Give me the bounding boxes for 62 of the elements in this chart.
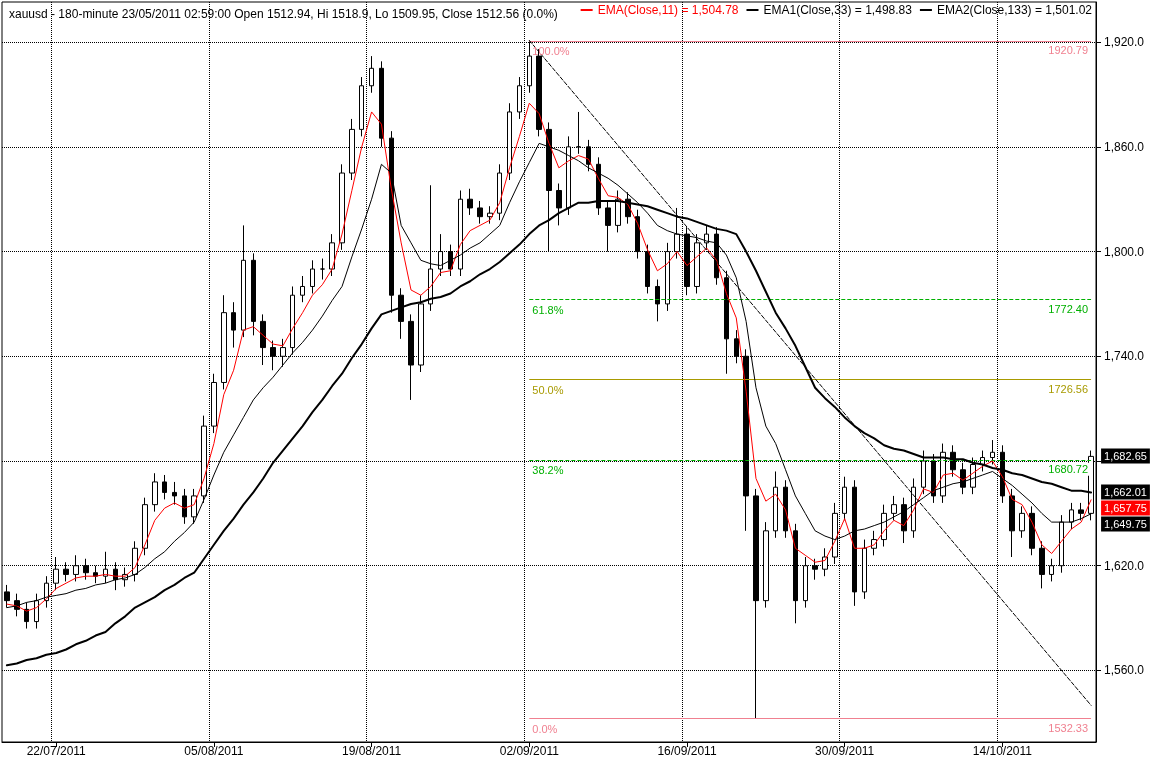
candlestick: [142, 497, 148, 556]
y-tick-label: 1,740.0: [1104, 349, 1145, 364]
x-tick-label: 19/08/2011: [342, 744, 402, 758]
candlestick: [990, 439, 995, 465]
annotation: 38.2%: [532, 464, 564, 477]
candlestick: [1069, 502, 1074, 530]
x-tick-label: 22/07/2011: [26, 744, 87, 758]
candlestick: [517, 76, 522, 120]
candlestick: [310, 259, 315, 294]
candlestick: [359, 76, 364, 137]
candlestick: [1019, 505, 1025, 539]
candlestick: [93, 565, 98, 584]
candlestick: [320, 258, 325, 280]
candlestick: [369, 55, 374, 94]
candlestick: [1078, 502, 1084, 521]
legend-label: EMA2(Close,133) = 1,501.02: [936, 3, 1093, 17]
candlestick: [172, 481, 177, 506]
data-label: 1,657.75: [1104, 501, 1147, 514]
y-tick-label: 1,560.0: [1104, 663, 1145, 678]
y-tick-label: 1,920.0: [1104, 35, 1145, 50]
annotation: 50.0%: [532, 384, 564, 397]
candlestick: [231, 301, 236, 349]
candlestick: [1009, 488, 1015, 558]
candlestick: [152, 472, 158, 513]
candlestick: [842, 476, 847, 521]
text: 1,682.65: [1104, 449, 1147, 462]
candlestick: [398, 287, 404, 340]
candlestick: [477, 200, 483, 225]
candlestick: [162, 474, 167, 500]
x-tick-label: 16/09/2011: [657, 744, 717, 758]
y-tick-label: 1,800.0: [1104, 244, 1145, 259]
chart-title: xauusd - 180-minute 23/05/2011 02:59:00 Open 1512.94, Hi 1518.9, Lo 1509.95, Close 1512.56 (0.0%): [9, 7, 558, 21]
candlestick: [182, 488, 187, 525]
ref-line-label: 1680.72: [1048, 463, 1089, 476]
data-label: 1,649.75: [1104, 517, 1147, 530]
candlestick: [497, 163, 502, 221]
candlestick: [467, 188, 473, 216]
candlestick: [379, 60, 384, 148]
candlestick: [783, 479, 788, 539]
ref-line-label: 1726.56: [1048, 383, 1089, 396]
candlestick: [773, 470, 778, 539]
ref-line-label: 1772.40: [1048, 303, 1089, 316]
y-tick-label: 1,620.0: [1104, 558, 1145, 573]
candlestick: [891, 495, 897, 521]
data-label: 1,662.01: [1104, 485, 1147, 498]
x-tick-label: 05/08/2011: [184, 744, 244, 758]
candlestick: [251, 252, 256, 336]
candlestick: [1029, 505, 1035, 556]
ref-line-label: 1532.33: [1048, 722, 1089, 735]
candlestick: [300, 275, 305, 303]
candlestick: [901, 497, 907, 544]
legend-label: EMA1(Close,33) = 1,498.83: [763, 3, 913, 17]
annotation: 61.8%: [532, 304, 564, 317]
y-tick-label: 1,860.0: [1104, 139, 1145, 154]
legend-label: EMA(Close,11) = 1,504.78: [597, 3, 739, 17]
annotation: 0.0%: [532, 723, 558, 736]
ref-line-label: 1920.79: [1048, 44, 1089, 57]
x-tick-label: 30/09/2011: [815, 744, 875, 758]
candlestick: [655, 279, 660, 322]
x-tick-label: 14/10/2011: [972, 744, 1033, 758]
candlestick: [339, 163, 345, 251]
x-tick-label: 02/09/2011: [499, 744, 560, 758]
